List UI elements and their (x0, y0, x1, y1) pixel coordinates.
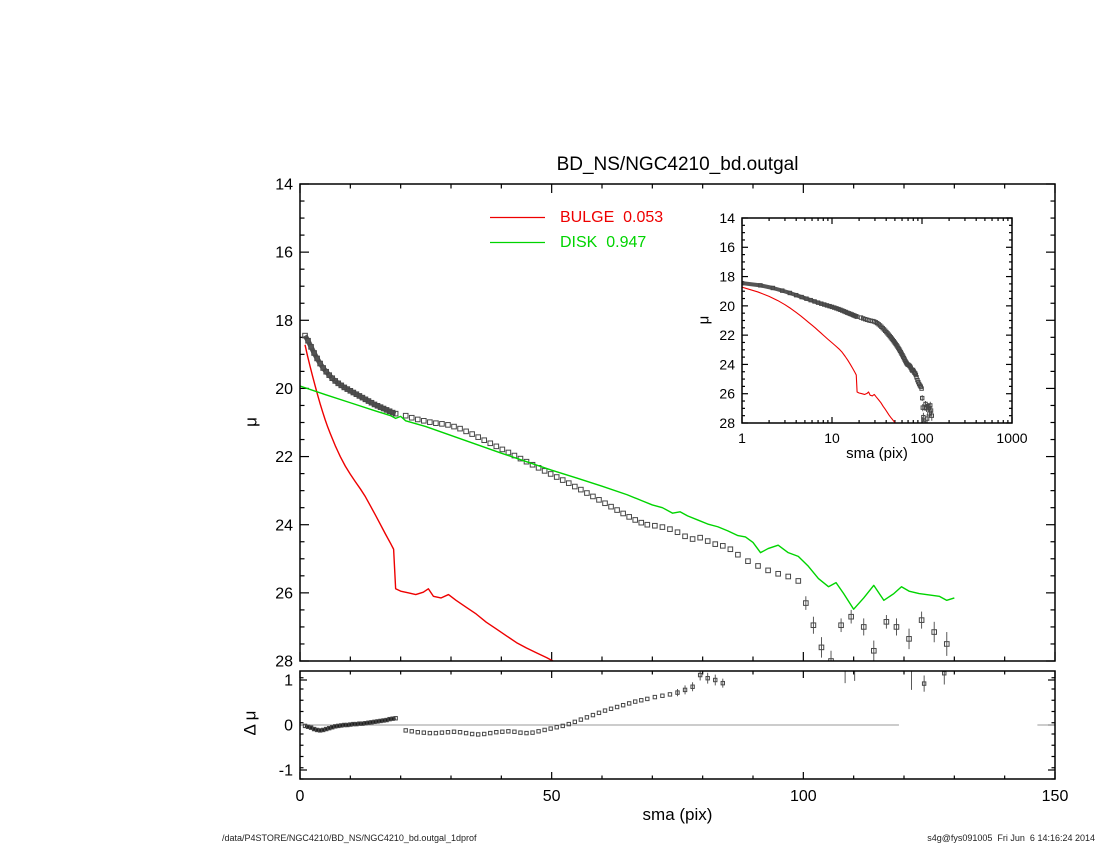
residual-profile-data (300, 671, 1055, 737)
svg-text:14: 14 (719, 210, 735, 226)
svg-text:18: 18 (719, 268, 735, 284)
inset-profile-frame (741, 217, 1013, 424)
svg-text:26: 26 (275, 585, 293, 602)
svg-text:20: 20 (275, 381, 293, 398)
svg-text:22: 22 (275, 449, 293, 466)
svg-text:16: 16 (719, 239, 735, 255)
inset-profile-tick-labels: 14 16 18 20 22 24 26 281 10 100 1000 (719, 210, 1027, 446)
svg-text:100: 100 (790, 788, 817, 805)
svg-text:1000: 1000 (996, 430, 1027, 446)
legend-disk-label: DISK 0.947 (560, 234, 647, 251)
svg-text:18: 18 (275, 313, 293, 330)
svg-text:1: 1 (284, 673, 293, 690)
main-profile-data (300, 332, 955, 661)
svg-text:0: 0 (284, 718, 293, 735)
svg-text:28: 28 (719, 415, 735, 431)
svg-text:26: 26 (719, 386, 735, 402)
svg-text:28: 28 (275, 654, 293, 671)
residual-profile-frame (299, 670, 1056, 780)
svg-text:20: 20 (719, 298, 735, 314)
svg-text:24: 24 (275, 517, 293, 534)
legend (490, 216, 545, 244)
svg-text:0: 0 (296, 788, 305, 805)
svg-text:-1: -1 (279, 763, 293, 780)
svg-text:22: 22 (719, 327, 735, 343)
main-profile-tick-labels: 14 16 18 20 22 24 26 28 (275, 177, 293, 671)
svg-text:24: 24 (719, 356, 735, 372)
main-profile: 14 16 18 20 22 24 26 28 (275, 177, 1056, 671)
svg-text:16: 16 (275, 245, 293, 262)
inset-profile: 14 16 18 20 22 24 26 281 10 100 1000 (719, 210, 1027, 446)
svg-text:50: 50 (543, 788, 561, 805)
svg-text:150: 150 (1042, 788, 1069, 805)
x-axis-label: sma (pix) (642, 805, 713, 824)
inset-x-axis-label: sma (pix) (846, 445, 908, 462)
svg-text:1: 1 (738, 430, 746, 446)
residual-profile: 10-10 50 100 150 (279, 670, 1069, 805)
inset-y-axis-label: μ (695, 315, 713, 325)
main-profile-frame (299, 183, 1056, 662)
inset-profile-data (742, 280, 935, 423)
plot-title: BD_NS/NGC4210_bd.outgal (556, 154, 799, 175)
footer-path: /data/P4STORE/NGC4210/BD_NS/NGC4210_bd.o… (222, 833, 477, 843)
svg-text:14: 14 (275, 177, 293, 194)
legend-bulge-label: BULGE 0.053 (560, 209, 664, 226)
svg-text:100: 100 (910, 430, 934, 446)
residual-y-axis-label: Δ μ (240, 710, 260, 736)
svg-text:10: 10 (824, 430, 840, 446)
residual-profile-tick-labels: 10-10 50 100 150 (279, 673, 1069, 805)
footer-signature: s4g@fys091005 Fri Jun 6 14:16:24 2014 (927, 833, 1095, 843)
main-y-axis-label: μ (241, 417, 261, 427)
